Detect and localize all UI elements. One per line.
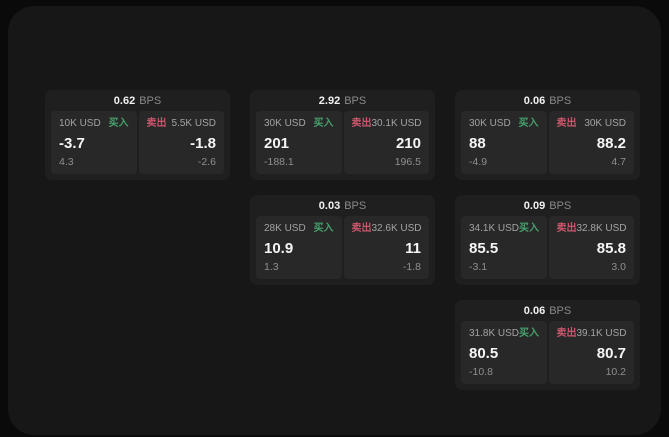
- sell-side-tag: 卖出: [556, 328, 577, 339]
- buy-quote-panel[interactable]: 31.8K USD 买入 80.5 -10.8: [461, 321, 547, 384]
- buy-amount-label: 31.8K USD: [469, 328, 520, 339]
- buy-side-tag: 买入: [108, 118, 129, 129]
- sell-amount-label: 5.5K USD: [171, 118, 216, 129]
- spread-header: 0.03 BPS: [256, 195, 429, 216]
- buy-side-tag: 买入: [313, 223, 334, 234]
- buy-price-value: 88: [469, 134, 486, 152]
- buy-price-value: 85.5: [469, 239, 499, 257]
- buy-side-tag: 买入: [519, 328, 540, 339]
- sell-price-value: 11: [405, 239, 421, 257]
- sell-side-tag: 卖出: [556, 223, 577, 234]
- spread-value: 0.09: [523, 199, 546, 212]
- buy-sub-value: -3.1: [469, 261, 488, 273]
- spread-header: 2.92 BPS: [256, 90, 429, 111]
- buy-price-value: 80.5: [469, 344, 499, 362]
- sell-price-value: 85.8: [596, 239, 626, 257]
- spread-unit-label: BPS: [549, 304, 572, 317]
- sell-sub-value: -2.6: [197, 156, 216, 168]
- sell-amount-label: 32.8K USD: [576, 223, 627, 234]
- sell-sub-value: 10.2: [605, 366, 626, 378]
- buy-amount-label: 28K USD: [264, 223, 306, 234]
- sell-quote-panel[interactable]: 卖出 30K USD 88.2 4.7: [548, 111, 634, 174]
- spread-value: 0.03: [318, 199, 341, 212]
- sell-quote-panel[interactable]: 卖出 30.1K USD 210 196.5: [343, 111, 429, 174]
- quote-panels: 10K USD 买入 -3.7 4.3 卖出 5.5K USD -1.8 -2.…: [51, 111, 224, 174]
- quote-panels: 34.1K USD 买入 85.5 -3.1 卖出 32.8K USD 85.8…: [461, 216, 634, 279]
- quote-panels: 30K USD 买入 88 -4.9 卖出 30K USD 88.2 4.7: [461, 111, 634, 174]
- sell-quote-panel[interactable]: 卖出 32.6K USD 11 -1.8: [343, 216, 429, 279]
- sell-sub-value: 3.0: [611, 261, 626, 273]
- sell-quote-panel[interactable]: 卖出 5.5K USD -1.8 -2.6: [138, 111, 224, 174]
- sell-sub-value: -1.8: [402, 261, 421, 273]
- buy-sub-value: 4.3: [59, 156, 74, 168]
- buy-price-value: -3.7: [59, 134, 85, 152]
- sell-side-tag: 卖出: [556, 118, 577, 129]
- sell-side-tag: 卖出: [146, 118, 167, 129]
- spread-value: 2.92: [318, 94, 341, 107]
- spread-unit-label: BPS: [549, 94, 572, 107]
- sell-price-value: 210: [395, 134, 421, 152]
- quote-panels: 31.8K USD 买入 80.5 -10.8 卖出 39.1K USD 80.…: [461, 321, 634, 384]
- spread-header: 0.09 BPS: [461, 195, 634, 216]
- buy-sub-value: -4.9: [469, 156, 488, 168]
- quote-card: 0.62 BPS 10K USD 买入 -3.7 4.3 卖出 5.5K USD: [45, 90, 230, 180]
- quote-panels: 28K USD 买入 10.9 1.3 卖出 32.6K USD 11 -1.8: [256, 216, 429, 279]
- spread-value: 0.06: [523, 304, 546, 317]
- quote-card: 0.03 BPS 28K USD 买入 10.9 1.3 卖出 32.6K US…: [250, 195, 435, 285]
- buy-quote-panel[interactable]: 30K USD 买入 201 -188.1: [256, 111, 342, 174]
- buy-quote-panel[interactable]: 34.1K USD 买入 85.5 -3.1: [461, 216, 547, 279]
- buy-side-tag: 买入: [518, 118, 539, 129]
- buy-amount-label: 10K USD: [59, 118, 101, 129]
- sell-price-value: -1.8: [190, 134, 216, 152]
- spread-unit-label: BPS: [139, 94, 162, 107]
- spread-header: 0.06 BPS: [461, 90, 634, 111]
- spread-value: 0.06: [523, 94, 546, 107]
- sell-quote-panel[interactable]: 卖出 32.8K USD 85.8 3.0: [548, 216, 634, 279]
- buy-quote-panel[interactable]: 28K USD 买入 10.9 1.3: [256, 216, 342, 279]
- sell-price-value: 80.7: [596, 344, 626, 362]
- spread-unit-label: BPS: [344, 94, 367, 107]
- buy-price-value: 201: [264, 134, 290, 152]
- buy-amount-label: 30K USD: [469, 118, 511, 129]
- sell-sub-value: 4.7: [611, 156, 626, 168]
- app-canvas: 0.62 BPS 10K USD 买入 -3.7 4.3 卖出 5.5K USD: [8, 6, 661, 435]
- sell-sub-value: 196.5: [394, 156, 421, 168]
- sell-quote-panel[interactable]: 卖出 39.1K USD 80.7 10.2: [548, 321, 634, 384]
- spread-unit-label: BPS: [549, 199, 572, 212]
- sell-side-tag: 卖出: [351, 118, 372, 129]
- buy-quote-panel[interactable]: 30K USD 买入 88 -4.9: [461, 111, 547, 174]
- spread-value: 0.62: [113, 94, 136, 107]
- buy-amount-label: 34.1K USD: [469, 223, 520, 234]
- buy-amount-label: 30K USD: [264, 118, 306, 129]
- spread-header: 0.06 BPS: [461, 300, 634, 321]
- sell-price-value: 88.2: [596, 134, 626, 152]
- buy-sub-value: -188.1: [264, 156, 294, 168]
- spread-unit-label: BPS: [344, 199, 367, 212]
- sell-amount-label: 30.1K USD: [371, 118, 422, 129]
- quote-card: 2.92 BPS 30K USD 买入 201 -188.1 卖出 30.1K …: [250, 90, 435, 180]
- buy-price-value: 10.9: [264, 239, 294, 257]
- buy-side-tag: 买入: [519, 223, 540, 234]
- buy-quote-panel[interactable]: 10K USD 买入 -3.7 4.3: [51, 111, 137, 174]
- quote-card: 0.06 BPS 31.8K USD 买入 80.5 -10.8 卖出 39.1…: [455, 300, 640, 390]
- quote-card: 0.09 BPS 34.1K USD 买入 85.5 -3.1 卖出 32.8K…: [455, 195, 640, 285]
- buy-side-tag: 买入: [313, 118, 334, 129]
- quotes-grid: 0.62 BPS 10K USD 买入 -3.7 4.3 卖出 5.5K USD: [45, 90, 640, 390]
- quote-card: 0.06 BPS 30K USD 买入 88 -4.9 卖出 30K USD: [455, 90, 640, 180]
- sell-amount-label: 32.6K USD: [371, 223, 422, 234]
- sell-amount-label: 30K USD: [584, 118, 626, 129]
- quote-panels: 30K USD 买入 201 -188.1 卖出 30.1K USD 210 1…: [256, 111, 429, 174]
- sell-side-tag: 卖出: [351, 223, 372, 234]
- spread-header: 0.62 BPS: [51, 90, 224, 111]
- sell-amount-label: 39.1K USD: [576, 328, 627, 339]
- buy-sub-value: 1.3: [264, 261, 279, 273]
- buy-sub-value: -10.8: [469, 366, 493, 378]
